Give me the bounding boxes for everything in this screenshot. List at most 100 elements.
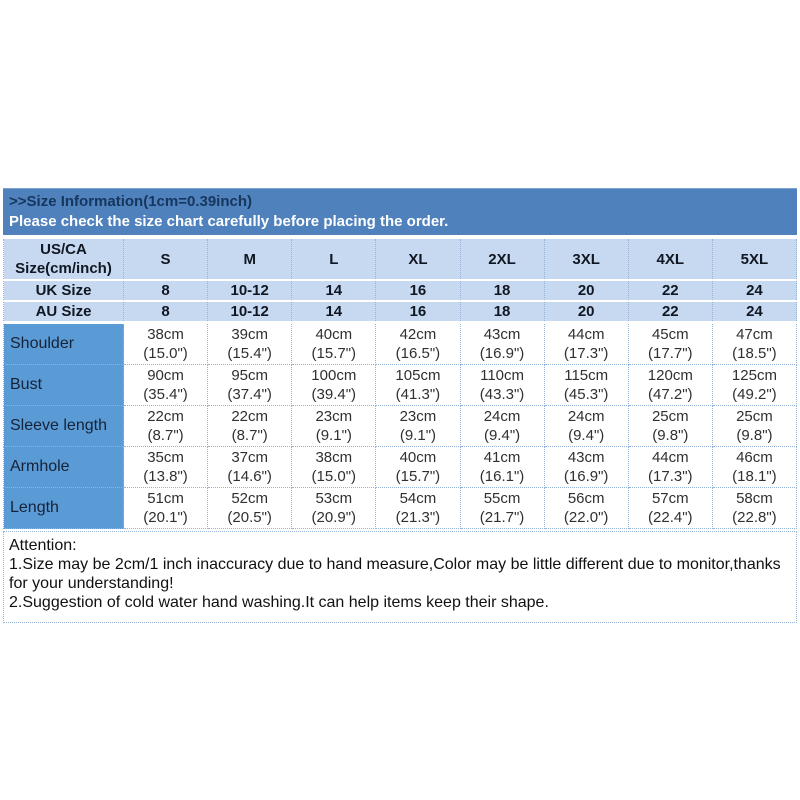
inch-value: (45.3") [563,386,609,403]
corner-header-line1: US/CA [40,241,87,258]
cm-value: 47cm [736,326,773,343]
measurement-cell: 54cm (21.3") [375,487,461,529]
cm-value: 23cm [399,408,437,425]
cm-value: 100cm [311,367,357,384]
inch-value: (21.3") [395,509,441,526]
measurement-body: Shoulder 38cm (15.0") 39cm (15.4") 40cm (15.7"… [3,322,798,529]
measurement-cell: 24cm (9.4") [543,405,629,447]
inch-value: (15.4") [227,345,272,362]
cm-value: 45cm [651,326,689,343]
measurement-cell: 38cm (15.0") [122,322,209,365]
cm-value: 53cm [315,490,353,507]
cm-value: 35cm [147,449,184,466]
cm-value: 24cm [567,408,605,425]
measurement-label: Bust [3,364,124,406]
cm-value: 120cm [647,367,693,384]
corner-header-cell: US/CA Size(cm/inch) [3,237,124,281]
measurement-cell: 40cm (15.7") [291,322,377,365]
cm-value: 38cm [315,449,353,466]
inch-value: (39.4") [311,386,357,403]
measurement-cell: 22cm (8.7") [207,405,293,447]
cm-value: 22cm [231,408,269,425]
attention-line: 2.Suggestion of cold water hand washing.… [9,594,549,611]
inch-value: (22.4") [648,509,693,526]
size-table: US/CA Size(cm/inch) S M L XL 2XL 3XL 4XL 5XL UK… [3,237,798,529]
size-header-row: US/CA Size(cm/inch) S M L XL 2XL 3XL 4XL 5XL [3,237,798,281]
cm-value: 95cm [231,367,269,384]
measurement-cell: 58cm (22.8") [711,487,798,529]
size-col-header: XL [375,237,461,281]
region-size-value: 14 [291,279,377,302]
inch-value: (18.5") [732,345,777,362]
measurement-cell: 53cm (20.9") [291,487,377,529]
inch-value: (20.1") [143,509,188,526]
inch-value: (14.6") [227,468,272,485]
measurement-cell: 95cm (37.4") [207,364,293,406]
cm-value: 44cm [567,326,605,343]
measurement-cell: 105cm (41.3") [375,364,461,406]
cm-value: 43cm [567,449,605,466]
cm-value: 37cm [231,449,269,466]
inch-value: (9.8") [652,427,689,444]
measurement-cell: 23cm (9.1") [291,405,377,447]
measurement-row: Length 51cm (20.1") 52cm (20.5") 53cm (20.9") 5… [3,487,798,529]
measurement-cell: 38cm (15.0") [291,446,377,488]
measurement-cell: 56cm (22.0") [543,487,629,529]
inch-value: (9.8") [736,427,773,444]
measurement-cell: 43cm (16.9") [543,446,629,488]
measurement-cell: 24cm (9.4") [459,405,545,447]
cm-value: 40cm [399,449,437,466]
cm-value: 58cm [736,490,773,507]
inch-value: (8.7") [231,427,268,444]
region-size-label: AU Size [3,300,124,324]
size-col-header: S [122,237,209,281]
size-info-title: >>Size Information(1cm=0.39inch) [9,193,252,210]
header-band: >>Size Information(1cm=0.39inch) Please … [3,188,797,235]
measurement-cell: 23cm (9.1") [375,405,461,447]
cm-value: 24cm [483,408,521,425]
uk-size-row: UK Size 8 10-12 14 16 18 20 22 24 [3,279,798,302]
measurement-cell: 40cm (15.7") [375,446,461,488]
cm-value: 46cm [736,449,773,466]
cm-value: 105cm [395,367,441,384]
inch-value: (15.7") [395,468,441,485]
inch-value: (9.4") [483,427,521,444]
measurement-cell: 43cm (16.9") [459,322,545,365]
region-size-value: 24 [711,300,798,324]
inch-value: (20.9") [311,509,357,526]
inch-value: (18.1") [732,468,777,485]
inch-value: (17.7") [648,345,693,362]
measurement-cell: 44cm (17.3") [627,446,713,488]
measurement-cell: 45cm (17.7") [627,322,713,365]
measurement-row: Bust 90cm (35.4") 95cm (37.4") 100cm (39.4") 10… [3,364,798,406]
size-col-header: 3XL [543,237,629,281]
size-col-header: M [207,237,293,281]
cm-value: 51cm [147,490,184,507]
cm-value: 43cm [483,326,521,343]
cm-value: 54cm [399,490,437,507]
measurement-cell: 100cm (39.4") [291,364,377,406]
measurement-cell: 25cm (9.8") [711,405,798,447]
inch-value: (16.9") [563,468,609,485]
inch-value: (37.4") [227,386,272,403]
region-size-value: 10-12 [207,300,293,324]
cm-value: 42cm [399,326,437,343]
cm-value: 22cm [147,408,184,425]
inch-value: (15.7") [311,345,357,362]
attention-section: Attention: 1.Size may be 2cm/1 inch inac… [3,531,797,623]
region-size-value: 20 [543,300,629,324]
corner-header-line2: Size(cm/inch) [15,260,112,277]
inch-value: (15.0") [143,345,188,362]
inch-value: (41.3") [395,386,441,403]
measurement-cell: 39cm (15.4") [207,322,293,365]
cm-value: 57cm [651,490,689,507]
inch-value: (15.0") [311,468,357,485]
size-col-header: 5XL [711,237,798,281]
size-chart-panel: >>Size Information(1cm=0.39inch) Please … [3,188,798,623]
inch-value: (17.3") [648,468,693,485]
region-size-label: UK Size [3,279,124,302]
region-size-value: 24 [711,279,798,302]
measurement-cell: 110cm (43.3") [459,364,545,406]
region-size-value: 16 [375,300,461,324]
